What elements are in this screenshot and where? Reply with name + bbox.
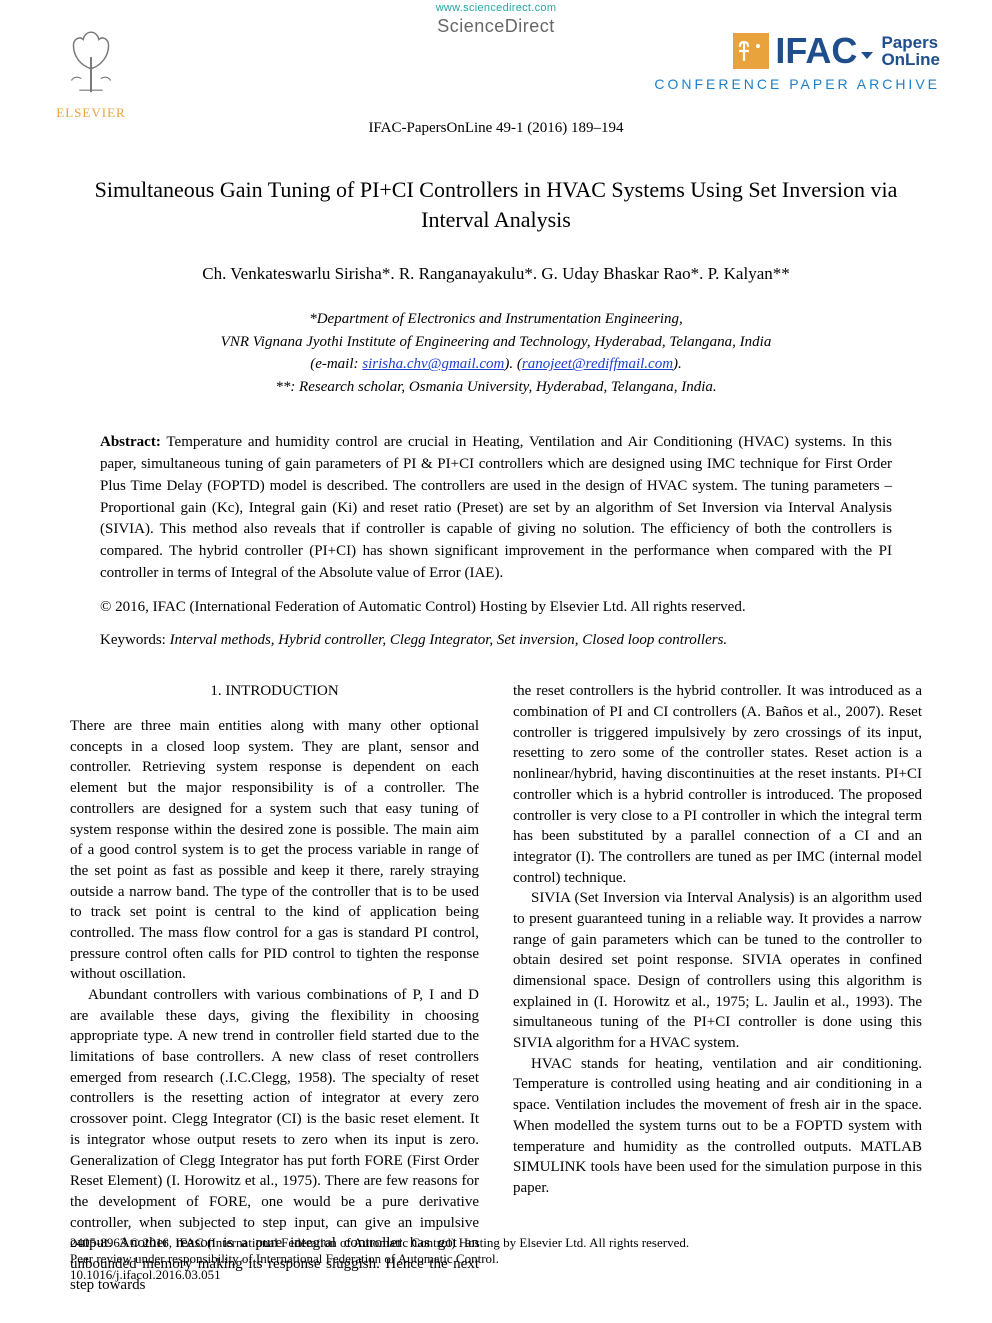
- elsevier-logo: ELSEVIER: [52, 20, 130, 121]
- left-p1: There are three main entities along with…: [70, 716, 479, 985]
- emails-mid: ). (: [504, 356, 522, 372]
- affil-line1: *Department of Electronics and Instrumen…: [120, 308, 872, 331]
- email-link-2[interactable]: ranojeet@rediffmail.com: [522, 356, 673, 372]
- footer-doi: 10.1016/j.ifacol.2016.03.051: [70, 1267, 689, 1283]
- conf-archive: CONFERENCE PAPER ARCHIVE: [654, 76, 940, 92]
- abstract: Abstract: Temperature and humidity contr…: [100, 432, 892, 584]
- keywords-label: Keywords:: [100, 632, 166, 648]
- affiliation: *Department of Electronics and Instrumen…: [120, 308, 872, 398]
- email-link-1[interactable]: sirisha.chv@gmail.com: [362, 356, 504, 372]
- ifac-word: IFAC: [775, 30, 875, 72]
- abstract-label: Abstract:: [100, 434, 161, 450]
- emails-suffix: ).: [673, 356, 682, 372]
- emails-prefix: (e-mail:: [310, 356, 362, 372]
- copyright-line: © 2016, IFAC (International Federation o…: [100, 599, 892, 616]
- elsevier-label: ELSEVIER: [52, 105, 130, 121]
- papers-label: Papers: [881, 34, 940, 51]
- footer-copyright: 2405-8963 © 2016, IFAC (International Fe…: [70, 1235, 689, 1251]
- keywords-text: Interval methods, Hybrid controller, Cle…: [166, 632, 727, 648]
- affil-line2: VNR Vignana Jyothi Institute of Engineer…: [120, 331, 872, 354]
- affil-emails: (e-mail: sirisha.chv@gmail.com). (ranoje…: [120, 353, 872, 376]
- caret-icon: [859, 30, 875, 72]
- abstract-text: Temperature and humidity control are cru…: [100, 434, 892, 581]
- right-p3: HVAC stands for heating, ventilation and…: [513, 1054, 922, 1199]
- right-p2: SIVIA (Set Inversion via Interval Analys…: [513, 888, 922, 1054]
- right-column: the reset controllers is the hybrid cont…: [513, 681, 922, 1295]
- ifac-text: IFAC: [775, 30, 857, 72]
- sciencedirect-url: www.sciencedirect.com: [0, 2, 992, 14]
- paper-title: Simultaneous Gain Tuning of PI+CI Contro…: [80, 175, 912, 234]
- right-p1: the reset controllers is the hybrid cont…: [513, 681, 922, 888]
- keywords: Keywords: Interval methods, Hybrid contr…: [100, 630, 892, 652]
- elsevier-tree-icon: [52, 20, 130, 98]
- ifac-logo: IFAC Papers OnLine CONFERENCE PAPER ARCH…: [654, 30, 940, 92]
- section-1-heading: 1. INTRODUCTION: [70, 681, 479, 702]
- authors: Ch. Venkateswarlu Sirisha*. R. Ranganaya…: [0, 264, 992, 284]
- left-column: 1. INTRODUCTION There are three main ent…: [70, 681, 479, 1295]
- papers-online: Papers OnLine: [881, 34, 940, 68]
- footer: 2405-8963 © 2016, IFAC (International Fe…: [70, 1235, 922, 1283]
- header: www.sciencedirect.com ScienceDirect ELSE…: [0, 0, 992, 120]
- journal-line: IFAC-PapersOnLine 49-1 (2016) 189–194: [0, 120, 992, 137]
- footer-left: 2405-8963 © 2016, IFAC (International Fe…: [70, 1235, 689, 1283]
- ifac-square-icon: [733, 33, 769, 69]
- affil-line3: **: Research scholar, Osmania University…: [120, 376, 872, 399]
- footer-peer: Peer review under responsibility of Inte…: [70, 1251, 689, 1267]
- body-columns: 1. INTRODUCTION There are three main ent…: [70, 681, 922, 1295]
- online-label: OnLine: [881, 51, 940, 68]
